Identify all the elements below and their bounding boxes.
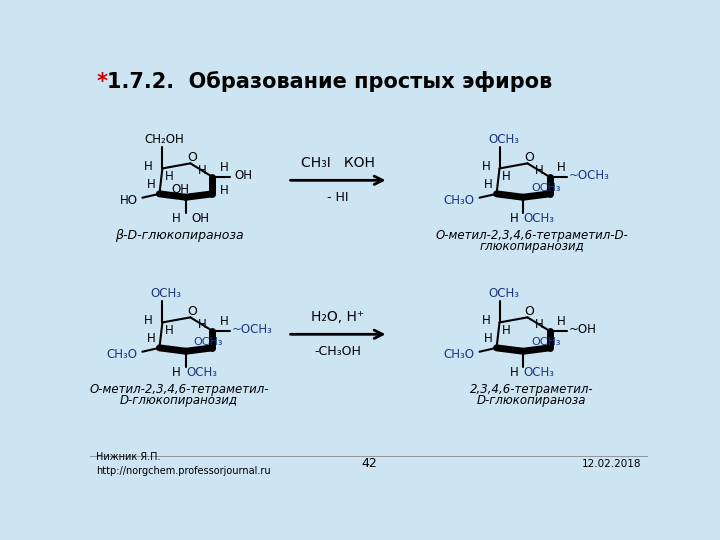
Text: H: H — [535, 318, 544, 331]
Text: H: H — [147, 178, 156, 191]
Text: H: H — [557, 161, 566, 174]
Text: D-глюкопираноза: D-глюкопираноза — [477, 394, 587, 407]
Text: CH₃O: CH₃O — [444, 193, 475, 206]
Text: OCH₃: OCH₃ — [194, 337, 223, 347]
Text: CH₂OH: CH₂OH — [145, 133, 184, 146]
Text: H: H — [220, 161, 229, 174]
Text: H: H — [144, 160, 153, 173]
Text: OCH₃: OCH₃ — [150, 287, 181, 300]
Text: OH: OH — [171, 183, 189, 195]
Text: H: H — [197, 164, 206, 177]
Text: OCH₃: OCH₃ — [531, 337, 560, 347]
Text: OCH₃: OCH₃ — [523, 212, 554, 225]
Text: H: H — [165, 323, 174, 336]
Text: H: H — [165, 170, 174, 183]
Text: O: O — [187, 306, 197, 319]
Text: H: H — [172, 212, 181, 225]
Text: H: H — [220, 184, 229, 197]
Text: D-глюкопиранозид: D-глюкопиранозид — [120, 394, 238, 407]
Text: OH: OH — [234, 169, 252, 182]
Text: HO: HO — [120, 193, 138, 206]
Text: H₂O, H⁺: H₂O, H⁺ — [312, 310, 364, 325]
Text: H: H — [197, 318, 206, 331]
Text: H: H — [535, 164, 544, 177]
Text: OCH₃: OCH₃ — [488, 287, 519, 300]
Text: OCH₃: OCH₃ — [186, 366, 217, 379]
Text: - HI: - HI — [328, 191, 348, 204]
Text: H: H — [172, 366, 181, 379]
Text: OCH₃: OCH₃ — [531, 183, 560, 193]
Text: О-метил-2,3,4,6-тетраметил-: О-метил-2,3,4,6-тетраметил- — [89, 383, 269, 396]
Text: H: H — [502, 170, 510, 183]
Text: глюкопиранозид: глюкопиранозид — [480, 240, 584, 253]
Text: 2,3,4,6-тетраметил-: 2,3,4,6-тетраметил- — [470, 383, 593, 396]
Text: H: H — [220, 315, 229, 328]
Text: O: O — [187, 151, 197, 165]
Text: H: H — [484, 178, 492, 191]
Text: 42: 42 — [361, 457, 377, 470]
Text: ~OH: ~OH — [569, 323, 597, 336]
Text: OCH₃: OCH₃ — [488, 133, 519, 146]
Text: H: H — [482, 314, 490, 327]
Text: -CH₃OH: -CH₃OH — [315, 345, 361, 357]
Text: О-метил-2,3,4,6-тетраметил-D-: О-метил-2,3,4,6-тетраметил-D- — [436, 230, 628, 242]
Text: H: H — [484, 332, 492, 345]
Text: β-D-глюкопираноза: β-D-глюкопираноза — [114, 230, 243, 242]
Text: H: H — [482, 160, 490, 173]
Text: O: O — [524, 306, 534, 319]
Text: H: H — [557, 315, 566, 328]
Text: H: H — [144, 314, 153, 327]
Text: O: O — [524, 151, 534, 165]
Text: CH₃O: CH₃O — [107, 348, 138, 361]
Text: H: H — [509, 212, 518, 225]
Text: 12.02.2018: 12.02.2018 — [582, 458, 642, 469]
Text: ~OCH₃: ~OCH₃ — [569, 169, 610, 182]
Text: Нижник Я.П.
http://norgchem.professorjournal.ru: Нижник Я.П. http://norgchem.professorjou… — [96, 451, 271, 476]
Text: *: * — [96, 72, 107, 92]
Text: H: H — [502, 323, 510, 336]
Text: CH₃I   КОН: CH₃I КОН — [301, 157, 375, 170]
Text: OH: OH — [191, 212, 209, 225]
Text: CH₃O: CH₃O — [444, 348, 475, 361]
Text: H: H — [147, 332, 156, 345]
Text: 1.7.2.  Образование простых эфиров: 1.7.2. Образование простых эфиров — [107, 71, 552, 92]
Text: OCH₃: OCH₃ — [523, 366, 554, 379]
Text: ~OCH₃: ~OCH₃ — [232, 323, 273, 336]
Text: H: H — [509, 366, 518, 379]
